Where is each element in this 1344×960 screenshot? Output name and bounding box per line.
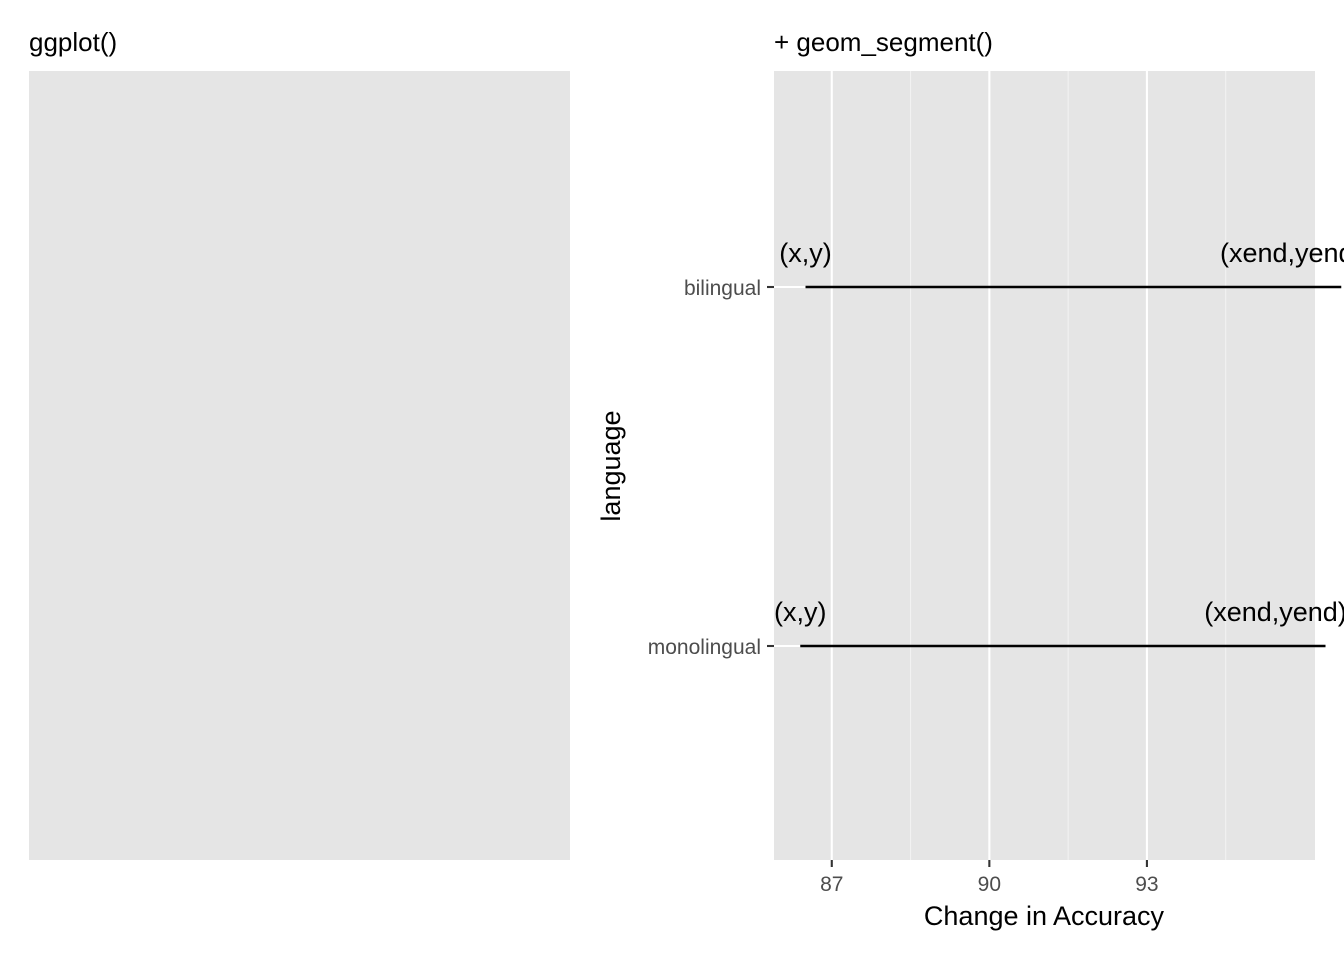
x-axis: 87 90 93 xyxy=(820,860,1159,896)
blank-panel-background xyxy=(29,71,570,860)
x-tick-label: 87 xyxy=(820,873,843,896)
segment-end-label: (xend,yend) xyxy=(1220,238,1344,268)
segment-panel: + geom_segment() (x,y)(xend,yend)(x,y)(x… xyxy=(596,27,1344,931)
y-tick-label: bilingual xyxy=(684,277,761,300)
segment-panel-title: + geom_segment() xyxy=(774,27,993,57)
blank-panel: ggplot() xyxy=(29,27,570,860)
x-axis-title: Change in Accuracy xyxy=(924,901,1165,931)
segment-start-label: (x,y) xyxy=(779,238,831,268)
y-tick-label: monolingual xyxy=(648,636,761,659)
x-tick-label: 90 xyxy=(978,873,1001,896)
y-axis: bilingual monolingual xyxy=(648,277,774,659)
segments xyxy=(800,285,1342,648)
blank-panel-title: ggplot() xyxy=(29,27,117,57)
y-axis-title: language xyxy=(596,410,626,521)
segment-labels: (x,y) (xend,yend) (x,y) (xend,yend) xyxy=(774,238,1344,627)
segment-panel-background xyxy=(774,71,1315,860)
segment-start-label: (x,y) xyxy=(774,597,826,627)
major-gridlines-x xyxy=(830,71,1148,860)
minor-gridlines xyxy=(910,71,1227,860)
x-tick-label: 93 xyxy=(1135,873,1158,896)
segment-end-label: (xend,yend) xyxy=(1204,597,1344,627)
